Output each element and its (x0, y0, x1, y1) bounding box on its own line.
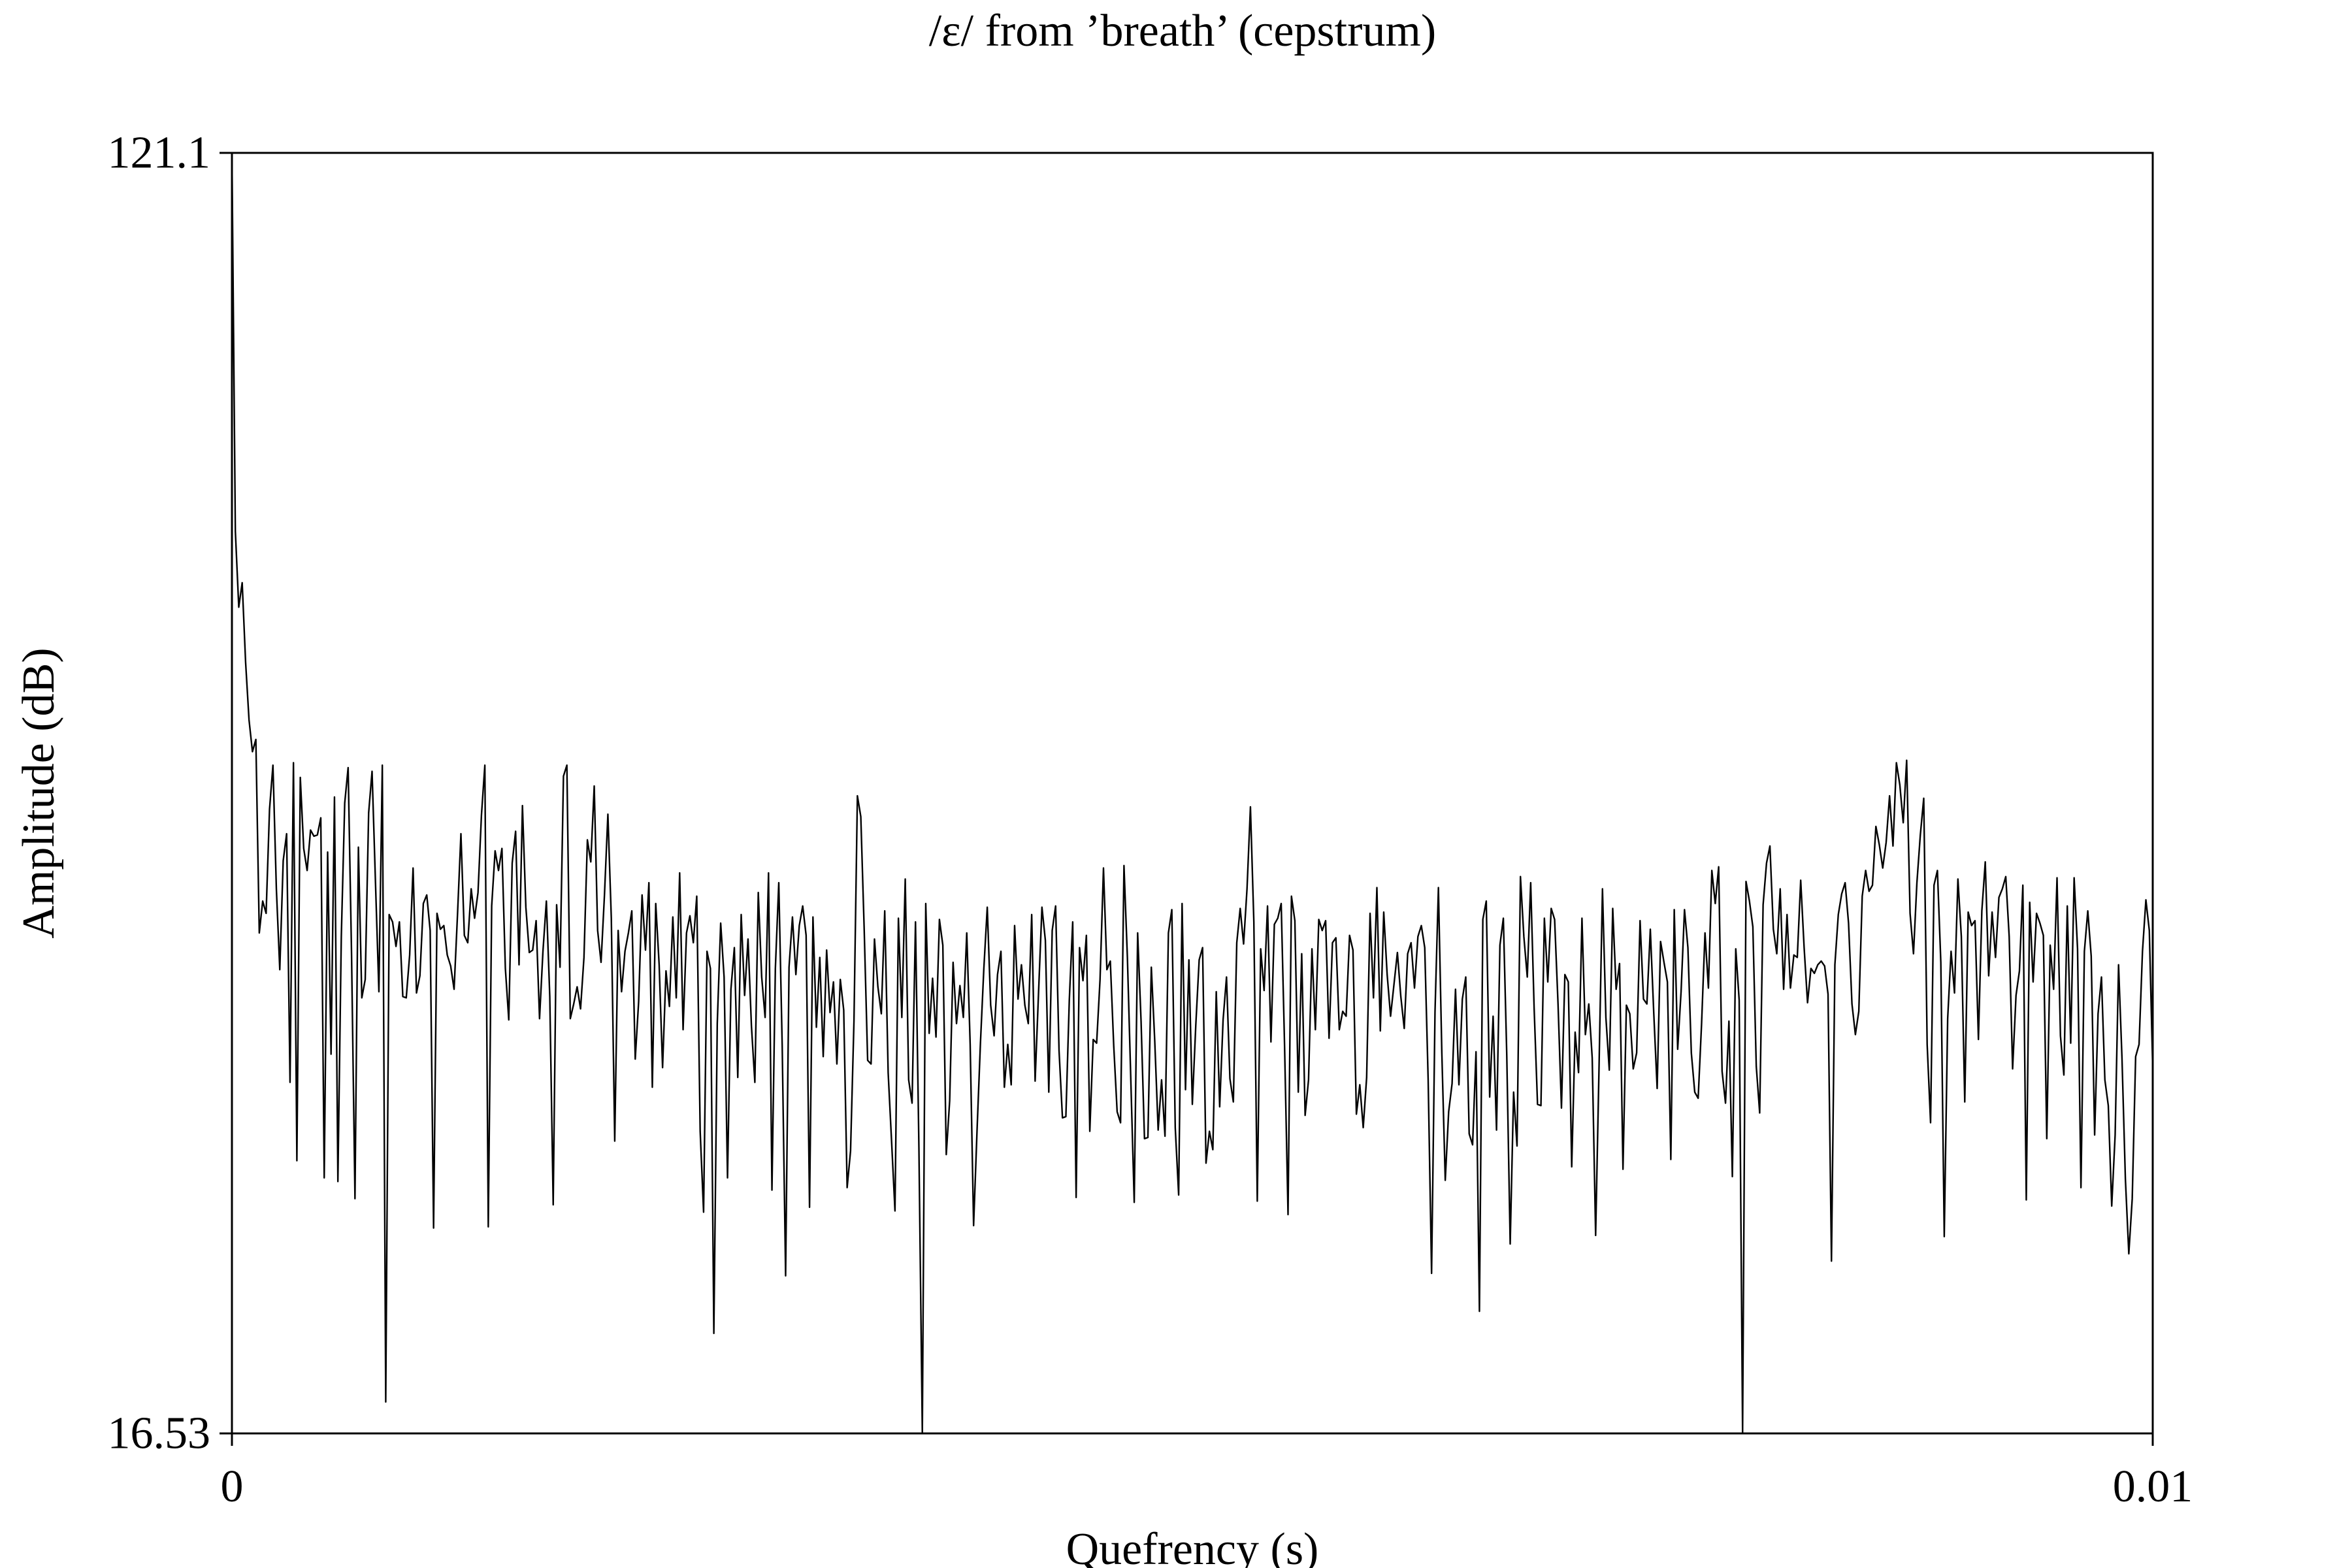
x-axis-label: Quefrency (s) (1066, 1524, 1319, 1568)
chart-title: /ε/ from ’breath’ (cepstrum) (929, 6, 1436, 56)
x-axis: 0 0.01 Quefrency (s) (221, 1433, 2193, 1568)
x-tick-label-right: 0.01 (2113, 1462, 2193, 1512)
plot-frame (231, 152, 2154, 1435)
cepstrum-series-line-0 (231, 152, 2154, 1435)
series-layer (231, 152, 2154, 1435)
y-axis-label: Amplitude (dB) (14, 647, 64, 938)
x-tick-label-left: 0 (221, 1462, 244, 1512)
y-axis: 121.1 16.53 Amplitude (dB) (14, 128, 232, 1459)
y-tick-label-bottom: 16.53 (108, 1409, 211, 1459)
y-tick-label-top: 121.1 (108, 128, 211, 178)
